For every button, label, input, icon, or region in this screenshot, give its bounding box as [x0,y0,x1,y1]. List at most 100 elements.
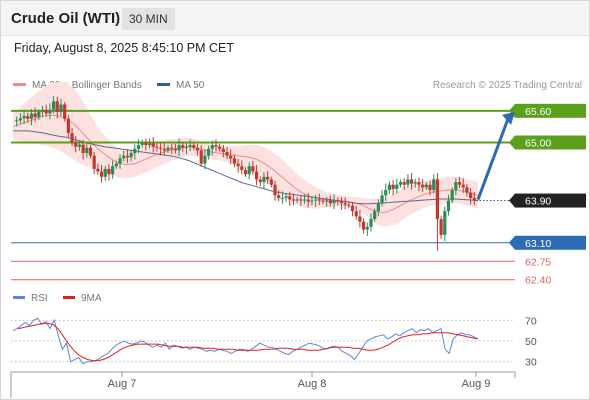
candle-body [33,113,37,118]
candle-body [184,146,189,148]
candle-body [402,182,406,185]
legend-ma20-label: MA 20 + Bollinger Bands [32,80,142,91]
candle-body [173,148,177,151]
candle-body [432,179,436,190]
candle-body [170,147,174,149]
candle-body [365,226,369,230]
candle-body [206,148,211,156]
legend-ma50-label: MA 50 [176,80,205,91]
legend-ma50: MA 50 [157,80,204,91]
candle-body [181,145,185,148]
candle-body [361,221,366,230]
candle-body [26,116,30,119]
candle-body [133,148,137,154]
candle-body [339,201,344,204]
candle-body [37,111,41,118]
rsi-ma-line [17,322,479,362]
candle-body [421,184,425,188]
legend-rsi: RSI [13,293,48,304]
ma50-line [13,130,479,205]
candle-body [188,145,192,147]
level-label-62.40: 62.40 [525,275,551,287]
projection-arrow-shaft [476,118,510,201]
candle-body [159,147,163,149]
candle-body [358,216,362,222]
candle-body [129,153,133,158]
candle-body [280,197,285,199]
candle-body [162,148,166,151]
candle-body [317,199,321,201]
candle-body [151,143,155,147]
candle-body [413,182,417,184]
candle-body [92,155,96,169]
candle-body [144,142,148,146]
candle-body [103,168,107,177]
rsi-tick-50: 50 [525,336,537,348]
candle-body [380,195,384,204]
candle-body [277,195,281,198]
candle-body [299,199,303,201]
candle-body [295,199,299,201]
candle-body [63,104,67,119]
candle-body [321,200,325,202]
level-tag-pointer-63.10 [509,235,515,250]
x-tick-label-Aug-9: Aug 9 [462,378,491,390]
candle-body [254,171,259,180]
candle-body [373,211,377,220]
level-tag-63.10 [515,235,586,250]
candle-body [203,155,207,164]
candle-body [236,163,240,167]
level-label-65.60: 65.60 [525,106,551,118]
candle-body [66,118,70,133]
candle-body [77,144,82,147]
candle-body [369,219,373,227]
candle-body [48,109,52,114]
level-label-62.75: 62.75 [525,256,551,268]
bollinger-band [13,81,478,227]
candle-body [409,179,414,184]
candle-body [398,182,403,185]
instrument-title: Crude Oil (WTI) [11,10,121,27]
x-tick-label-Aug-8: Aug 8 [298,378,327,390]
candle-body [229,155,233,159]
candle-body [314,199,318,201]
candle-body [44,109,48,114]
rsi-tick-30: 30 [525,357,537,369]
candle-body [155,146,159,148]
legend-9ma: 9MA [63,293,102,304]
candle-body [199,150,203,164]
candle-body [243,169,248,175]
candle-body [376,203,380,212]
ma9-swatch [63,295,75,299]
candle-body [210,145,214,149]
candle-body [214,145,218,147]
timeframe-selector[interactable]: 30 MIN [122,8,175,30]
candle-body [439,219,443,235]
candle-body [457,182,462,185]
candle-body [240,166,244,170]
candle-body [55,101,59,112]
candle-body [347,204,351,206]
candle-body [310,200,314,202]
candle-body [435,179,440,220]
candle-body [269,179,273,185]
candle-body [81,144,85,154]
candle-body [70,133,74,143]
candle-body [40,109,45,112]
candle-body [114,163,118,167]
candle-body [218,146,222,149]
candle-body [406,179,410,185]
candle-body [111,166,115,175]
ma20-swatch [13,82,26,86]
candle-body [258,179,262,183]
candle-body [343,203,347,205]
level-tag-pointer-63.90 [509,193,515,208]
timestamp: Friday, August 8, 2025 8:45:10 PM CET [14,41,235,55]
candle-body [59,104,63,112]
candle-body [125,155,130,158]
chart-header: Crude Oil (WTI) 30 MIN [1,1,589,36]
candle-body [443,211,447,235]
ma50-swatch [157,82,170,86]
candle-body [107,168,111,175]
